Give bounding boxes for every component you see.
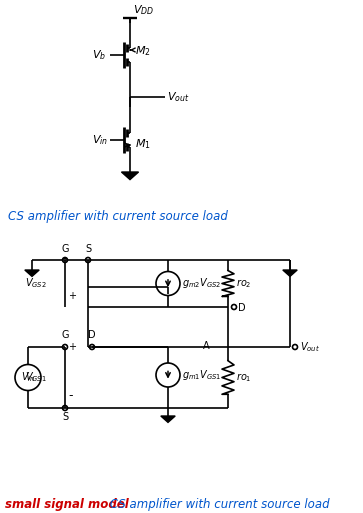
Text: $V_{GS2}$: $V_{GS2}$ xyxy=(25,277,47,290)
Text: D: D xyxy=(238,303,246,313)
Text: S: S xyxy=(85,244,91,254)
Polygon shape xyxy=(161,416,175,422)
Polygon shape xyxy=(122,172,139,180)
Polygon shape xyxy=(283,270,297,277)
Text: $ro_1$: $ro_1$ xyxy=(236,371,252,384)
Text: -: - xyxy=(63,252,67,265)
Text: $V_b$: $V_b$ xyxy=(92,48,106,62)
Text: G: G xyxy=(61,244,69,254)
Text: +: + xyxy=(68,342,76,352)
Text: small signal model: small signal model xyxy=(5,498,129,511)
Text: $V_{in}$: $V_{in}$ xyxy=(21,370,35,384)
Text: $V_{GS1}$: $V_{GS1}$ xyxy=(25,370,47,384)
Text: -: - xyxy=(68,389,73,402)
Text: $V_{DD}$: $V_{DD}$ xyxy=(133,3,154,17)
Text: CS amplifier with current source load: CS amplifier with current source load xyxy=(106,498,330,511)
Polygon shape xyxy=(25,270,39,277)
Text: $g_{m2}V_{GS2}$: $g_{m2}V_{GS2}$ xyxy=(182,277,221,290)
Text: $V_{out}$: $V_{out}$ xyxy=(300,340,320,354)
Text: $g_{m1}V_{GS1}$: $g_{m1}V_{GS1}$ xyxy=(182,368,221,382)
Text: CS amplifier with current source load: CS amplifier with current source load xyxy=(8,210,228,223)
Text: $ro_2$: $ro_2$ xyxy=(236,277,252,290)
Text: A: A xyxy=(203,341,209,351)
Text: $V_{out}$: $V_{out}$ xyxy=(167,90,189,104)
Text: G: G xyxy=(61,330,69,340)
Text: $M_2$: $M_2$ xyxy=(135,44,151,58)
Text: $M_1$: $M_1$ xyxy=(135,137,151,151)
Text: D: D xyxy=(88,330,96,340)
Text: +: + xyxy=(68,291,76,301)
Text: $V_{in}$: $V_{in}$ xyxy=(92,133,108,147)
Text: S: S xyxy=(62,412,68,422)
